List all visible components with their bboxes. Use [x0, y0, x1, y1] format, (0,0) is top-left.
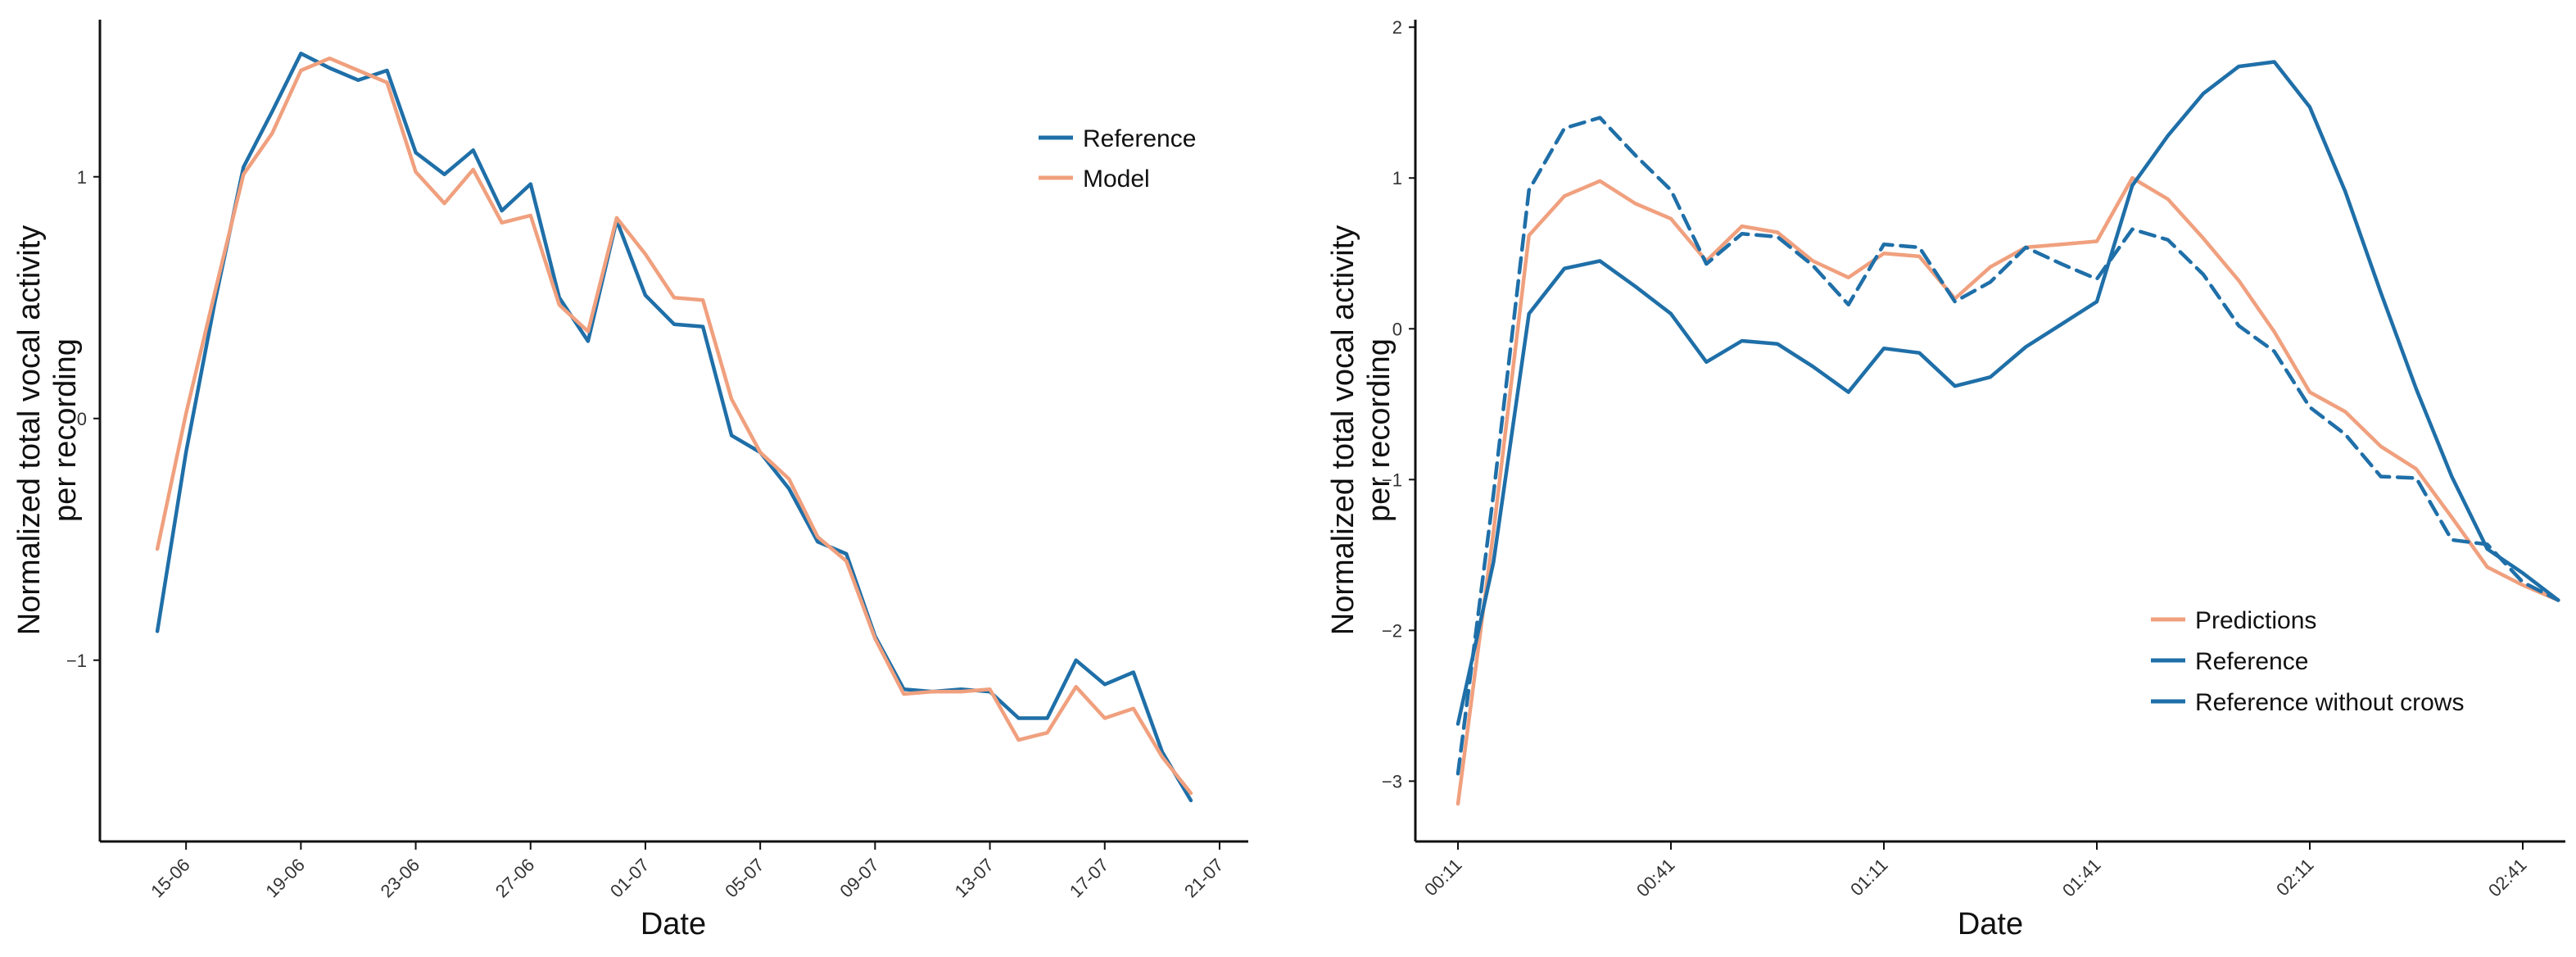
left-series-layer: [155, 52, 1193, 803]
right-x-tick-label: 00:11: [1420, 855, 1465, 900]
right-y-axis-title-line-2: per recording: [1362, 338, 1397, 522]
right-x-tick-label: 00:41: [1632, 855, 1679, 901]
left-x-tick-label: 19-06: [261, 855, 308, 901]
right-series-line-reference-without-crows-dashed: [1456, 116, 2560, 776]
right-series-layer: [1456, 60, 2560, 806]
right-x-tick-label: 01:11: [1846, 855, 1891, 900]
right-y-tick-label: −1: [1382, 469, 1402, 490]
left-x-axis-title: Date: [641, 907, 706, 941]
right-legend-label-predictions: Predictions: [2195, 607, 2316, 634]
right-y-tick-label: −2: [1382, 620, 1402, 641]
right-y-tick-label: 2: [1392, 17, 1402, 38]
left-series-line-reference: [155, 52, 1193, 803]
left-legend-label-reference: Reference: [1083, 125, 1196, 152]
left-x-tick-label: 09-07: [835, 855, 882, 901]
right-y-tick-label: −3: [1382, 771, 1402, 791]
right-x-tick-label: 02:41: [2484, 855, 2531, 901]
right-chart: 00:11 00:41 01:11 01:41 02:11 02:41 2 1 0 −1 −2 −3…: [1326, 17, 2565, 941]
right-series-line-reference: [1456, 60, 2560, 726]
left-x-tick-label: 17-07: [1066, 855, 1112, 901]
right-x-ticks: 00:11 00:41 01:11 01:41 02:11 02:41: [1420, 841, 2531, 901]
left-y-axis-title-line-1: Normalized total vocal activity: [12, 225, 47, 636]
left-y-tick-label: 0: [77, 409, 87, 429]
right-x-tick-label: 01:41: [2058, 855, 2105, 901]
left-x-ticks: 15-06 19-06 23-06 27-06 01-07 05-07 09-07 13-07…: [147, 841, 1227, 901]
right-legend-label-reference: Reference: [2195, 648, 2308, 675]
left-y-axis-title-line-2: per recording: [48, 338, 83, 522]
right-legend-label-reference-without-crows: Reference without crows: [2195, 689, 2464, 716]
right-y-ticks: 2 1 0 −1 −2 −3: [1382, 17, 1415, 791]
right-legend: Predictions Reference Reference without …: [2151, 607, 2464, 716]
left-x-tick-label: 21-07: [1180, 855, 1227, 901]
left-y-tick-label: −1: [66, 651, 87, 671]
left-x-tick-label: 01-07: [606, 855, 653, 901]
left-y-ticks: 1 0 −1: [66, 167, 100, 671]
right-x-tick-label: 02:11: [2272, 855, 2317, 900]
right-x-axis-title: Date: [1958, 907, 2023, 941]
left-y-tick-label: 1: [77, 167, 87, 188]
left-x-tick-label: 15-06: [147, 855, 193, 901]
right-series-line-predictions: [1456, 175, 2560, 806]
right-y-axis-title-line-1: Normalized total vocal activity: [1326, 225, 1360, 636]
right-y-tick-label: 0: [1392, 319, 1402, 339]
left-chart: 15-06 19-06 23-06 27-06 01-07 05-07 09-07 13-07…: [12, 20, 1248, 941]
left-x-tick-label: 13-07: [951, 855, 998, 901]
left-legend: Reference Model: [1039, 125, 1196, 193]
left-x-tick-label: 27-06: [491, 855, 538, 901]
left-legend-label-model: Model: [1083, 166, 1150, 193]
left-x-tick-label: 05-07: [721, 855, 767, 901]
right-y-tick-label: 1: [1392, 168, 1402, 188]
left-series-line-model: [155, 56, 1193, 796]
left-x-tick-label: 23-06: [377, 855, 423, 901]
